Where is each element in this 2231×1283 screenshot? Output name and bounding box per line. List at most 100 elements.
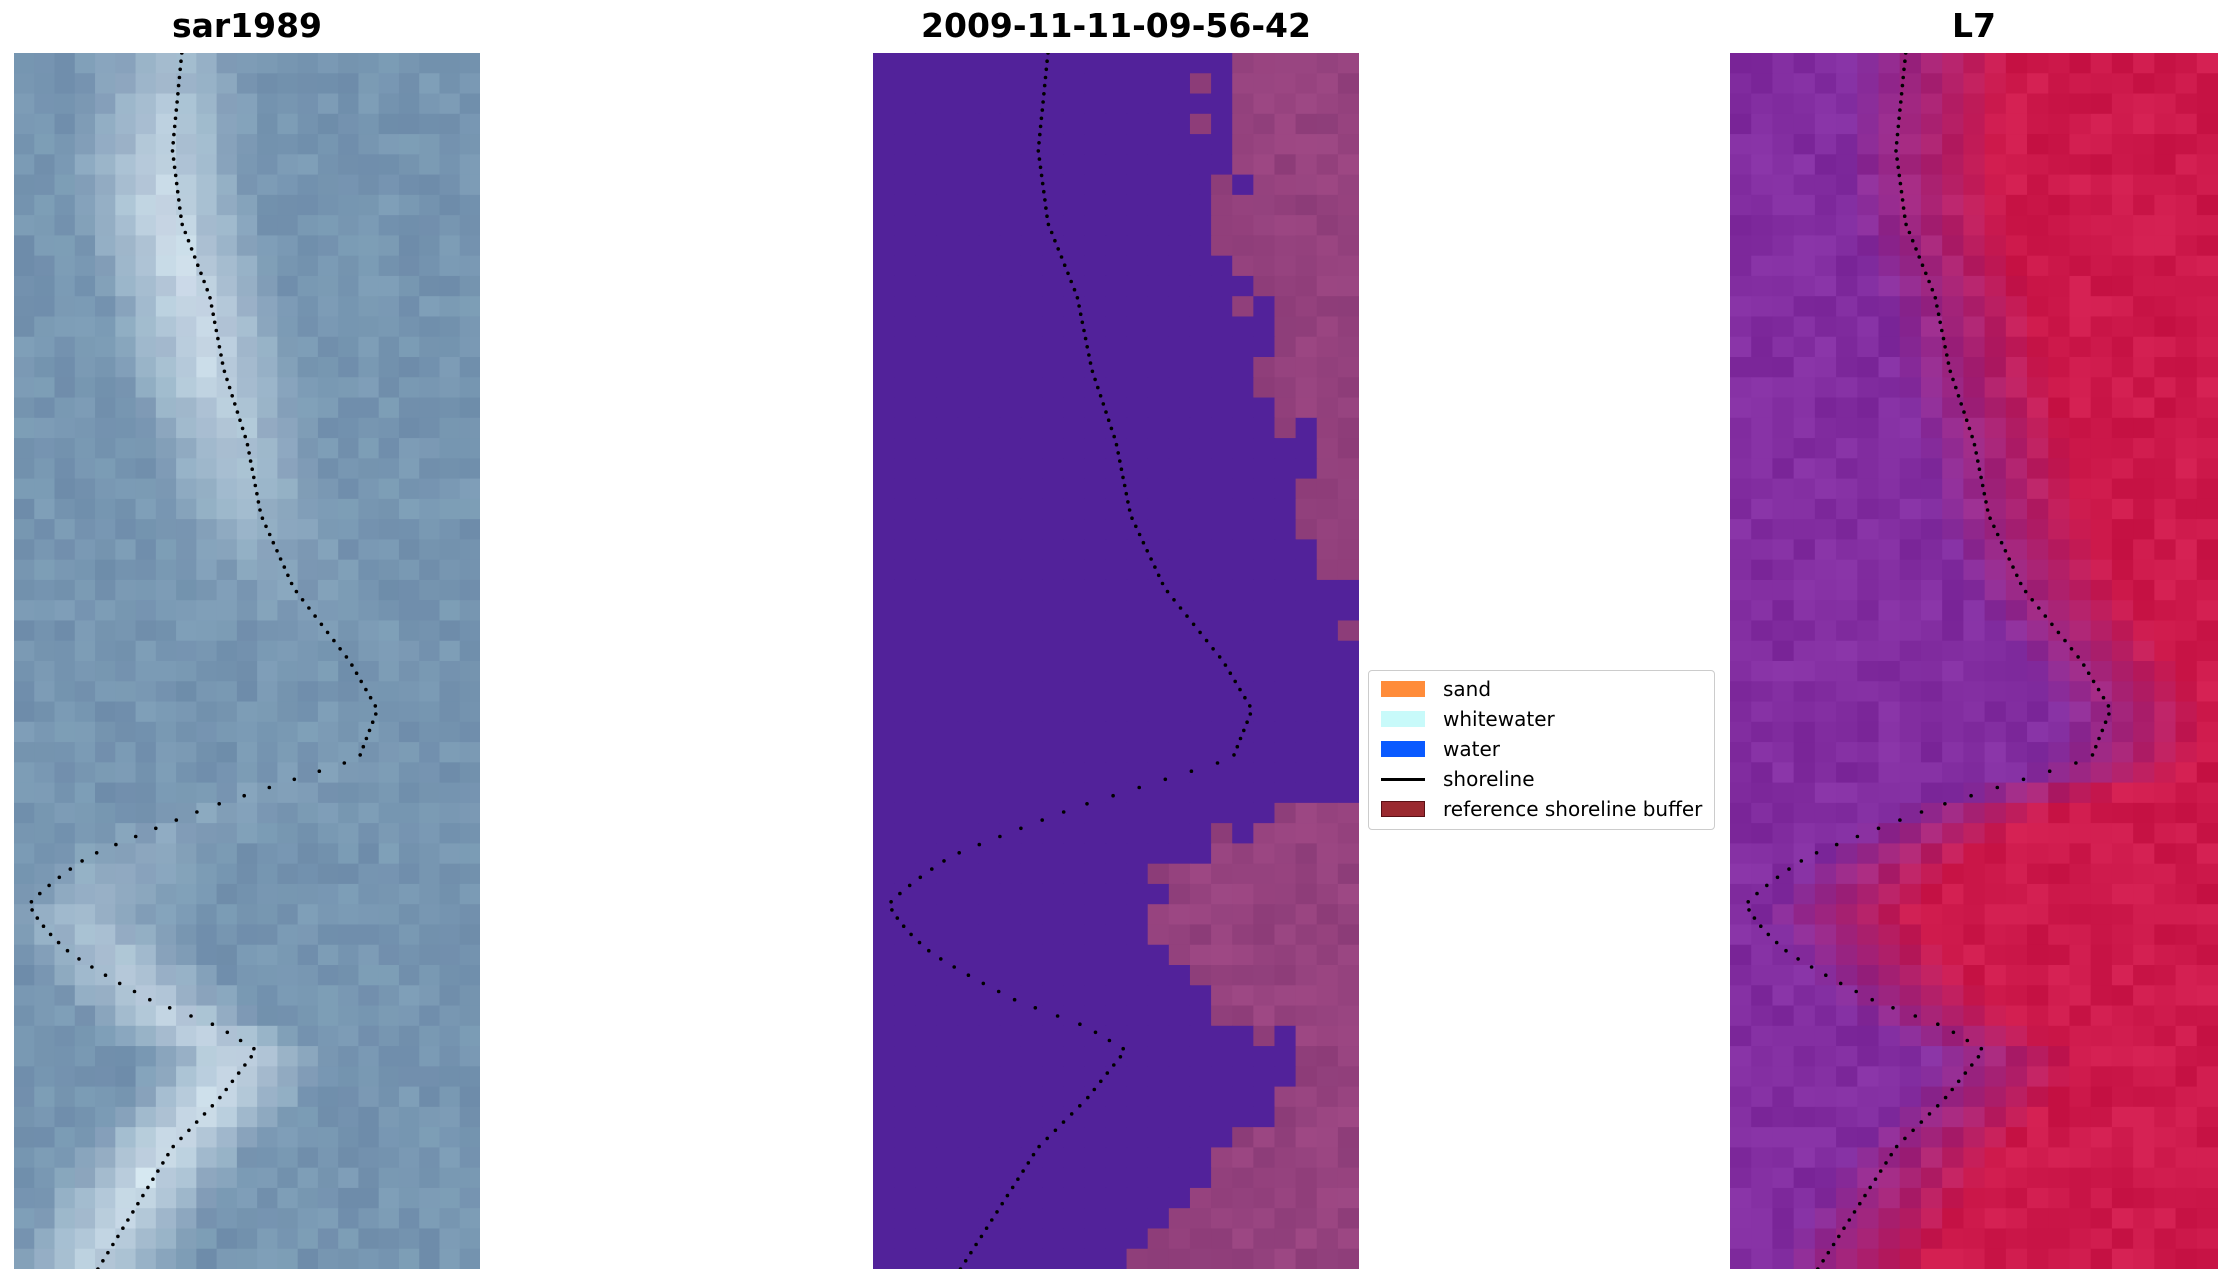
pixel (176, 1005, 197, 1027)
shoreline-point (250, 467, 254, 472)
pixel (1232, 458, 1254, 480)
pixel (2069, 336, 2092, 358)
pixel (2090, 1127, 2113, 1148)
pixel (338, 357, 360, 378)
pixel (1878, 377, 1901, 399)
pixel (1126, 478, 1149, 500)
pixel (1814, 1127, 1837, 1148)
pixel (1984, 1248, 2007, 1269)
pixel (1063, 235, 1085, 257)
pixel (1316, 1066, 1339, 1088)
pixel (1189, 275, 1212, 297)
pixel (1920, 721, 1943, 743)
pixel (1168, 498, 1191, 520)
pixel (1836, 519, 1858, 540)
pixel (398, 417, 420, 439)
pixel (459, 296, 480, 318)
pixel (358, 215, 380, 236)
shoreline-point (1903, 53, 1908, 55)
pixel (1857, 539, 1880, 561)
pixel (2111, 924, 2134, 946)
pixel (1836, 1147, 1858, 1169)
pixel (999, 1228, 1022, 1250)
pixel (277, 802, 299, 824)
pixel (2069, 296, 2092, 318)
shoreline-point (230, 394, 234, 398)
shoreline-point (1927, 1112, 1932, 1116)
pixel (1189, 113, 1212, 135)
shoreline-point (984, 1226, 989, 1230)
pixel (236, 417, 258, 439)
pixel (459, 742, 480, 763)
pixel (459, 559, 480, 581)
shoreline-point (1088, 361, 1093, 365)
pixel (957, 478, 980, 500)
pixel (1274, 215, 1297, 236)
pixel (894, 438, 916, 459)
shoreline-point (1189, 769, 1194, 773)
pixel (358, 1005, 380, 1027)
pixel (1147, 1208, 1170, 1230)
shoreline-point (307, 606, 311, 610)
pixel (155, 498, 177, 520)
pixel (999, 904, 1022, 926)
pixel (2090, 782, 2113, 804)
shoreline-point (1043, 198, 1047, 202)
pixel (155, 1086, 177, 1108)
pixel (419, 397, 441, 419)
pixel (2154, 843, 2177, 865)
pixel (277, 863, 299, 885)
pixel (2005, 458, 2028, 480)
pixel (936, 215, 959, 236)
pixel (978, 336, 1001, 358)
pixel (957, 1147, 980, 1169)
pixel (1730, 478, 1752, 500)
pixel (1836, 113, 1858, 135)
pixel (2133, 113, 2155, 135)
pixel (398, 73, 420, 95)
shoreline-point (236, 1071, 241, 1075)
pixel (873, 1127, 895, 1148)
pixel (1211, 640, 1233, 662)
pixel (915, 1167, 937, 1189)
pixel (1232, 154, 1254, 176)
shoreline-point (94, 851, 99, 855)
pixel (1316, 377, 1339, 399)
pixel (277, 944, 299, 966)
pixel (378, 73, 400, 95)
pixel (419, 1208, 441, 1230)
pixel (1168, 316, 1191, 338)
pixel (1316, 438, 1339, 459)
pixel (459, 802, 480, 824)
pixel (338, 1127, 360, 1148)
pixel (2175, 823, 2198, 844)
pixel (1730, 134, 1752, 155)
pixel (54, 681, 76, 703)
pixel (2027, 134, 2049, 155)
pixel (1274, 1208, 1297, 1230)
pixel (1211, 357, 1233, 378)
shoreline-point (1046, 53, 1050, 55)
pixel (1730, 93, 1752, 115)
pixel (1793, 519, 1816, 540)
pixel (1857, 579, 1880, 601)
pixel (1836, 1187, 1858, 1209)
pixel (1063, 965, 1085, 986)
pixel (1232, 1167, 1254, 1189)
pixel (196, 1005, 218, 1027)
pixel (297, 113, 319, 135)
pixel (1963, 1025, 1986, 1047)
pixel (873, 762, 895, 784)
pixel (95, 1228, 116, 1250)
pixel (338, 336, 360, 358)
pixel (459, 134, 480, 155)
pixel (378, 1208, 400, 1230)
pixel (957, 194, 980, 216)
pixel (155, 863, 177, 885)
shoreline-point (1040, 108, 1045, 112)
shoreline-point (1895, 157, 1899, 161)
pixel (2090, 1005, 2113, 1027)
pixel (915, 944, 937, 966)
pixel (257, 802, 278, 824)
shoreline-point (979, 1234, 984, 1239)
